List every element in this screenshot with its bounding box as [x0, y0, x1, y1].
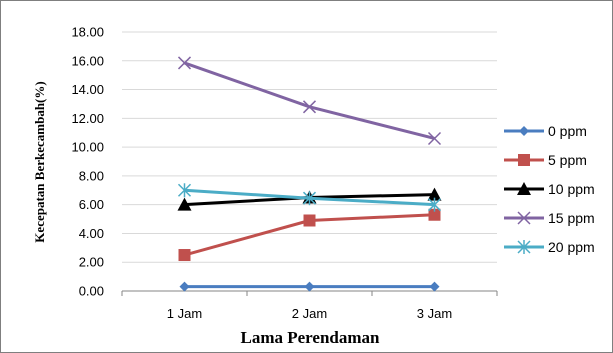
legend-item: 10 ppm: [504, 181, 595, 197]
y-axis-title: Kecepatan Berkecambah(%): [32, 81, 47, 242]
legend-label: 20 ppm: [548, 239, 595, 255]
legend-item: 5 ppm: [504, 152, 587, 168]
y-tick-label: 16.00: [71, 53, 104, 68]
legend-item: 0 ppm: [504, 123, 587, 139]
y-tick-label: 14.00: [71, 82, 104, 97]
data-point: [178, 249, 191, 262]
data-point: [304, 281, 315, 292]
y-tick-label: 4.00: [79, 226, 104, 241]
y-tick-label: 0.00: [79, 284, 104, 299]
legend: 0 ppm 5 ppm 10 ppm 15 ppm 20 ppm: [504, 123, 595, 255]
legend-item: 20 ppm: [504, 239, 595, 255]
x-axis-ticks: 1 Jam 2 Jam 3 Jam: [121, 291, 498, 321]
x-tick-label: 3 Jam: [417, 306, 452, 321]
data-point: [428, 208, 441, 221]
series-15-ppm: [177, 56, 442, 146]
y-tick-label: 18.00: [71, 25, 104, 40]
series-20-ppm: [177, 183, 442, 212]
data-point: [302, 100, 317, 114]
legend-marker: [517, 182, 531, 195]
y-tick-label: 2.00: [79, 255, 104, 270]
series-5-ppm: [178, 208, 441, 262]
legend-label: 10 ppm: [548, 181, 595, 197]
data-point: [427, 187, 442, 201]
data-point: [177, 197, 192, 211]
data-point: [427, 197, 442, 212]
y-tick-label: 6.00: [79, 197, 104, 212]
gridlines: [122, 31, 497, 263]
legend-label: 5 ppm: [548, 152, 587, 168]
x-axis-title: Lama Perendaman: [241, 328, 381, 347]
series-layer: [177, 56, 442, 292]
legend-marker: [517, 211, 531, 225]
data-point: [429, 281, 440, 292]
legend-label: 0 ppm: [548, 123, 587, 139]
legend-item: 15 ppm: [504, 210, 595, 226]
x-tick-label: 2 Jam: [292, 306, 327, 321]
series-0-ppm: [179, 281, 440, 292]
data-point: [302, 191, 317, 206]
data-point: [177, 183, 192, 198]
y-tick-label: 12.00: [71, 111, 104, 126]
y-tick-label: 10.00: [71, 140, 104, 155]
legend-marker: [518, 154, 530, 166]
data-point: [179, 281, 190, 292]
legend-marker: [517, 240, 531, 254]
data-point: [303, 214, 316, 227]
x-tick-label: 1 Jam: [167, 306, 202, 321]
data-point: [427, 131, 442, 146]
data-point: [177, 56, 192, 70]
y-tick-label: 8.00: [79, 168, 104, 183]
legend-label: 15 ppm: [548, 210, 595, 226]
y-axis-ticks: 0.00 2.00 4.00 6.00 8.00 10.00 12.00 14.00 16.00…: [71, 25, 104, 299]
legend-marker: [519, 126, 529, 136]
